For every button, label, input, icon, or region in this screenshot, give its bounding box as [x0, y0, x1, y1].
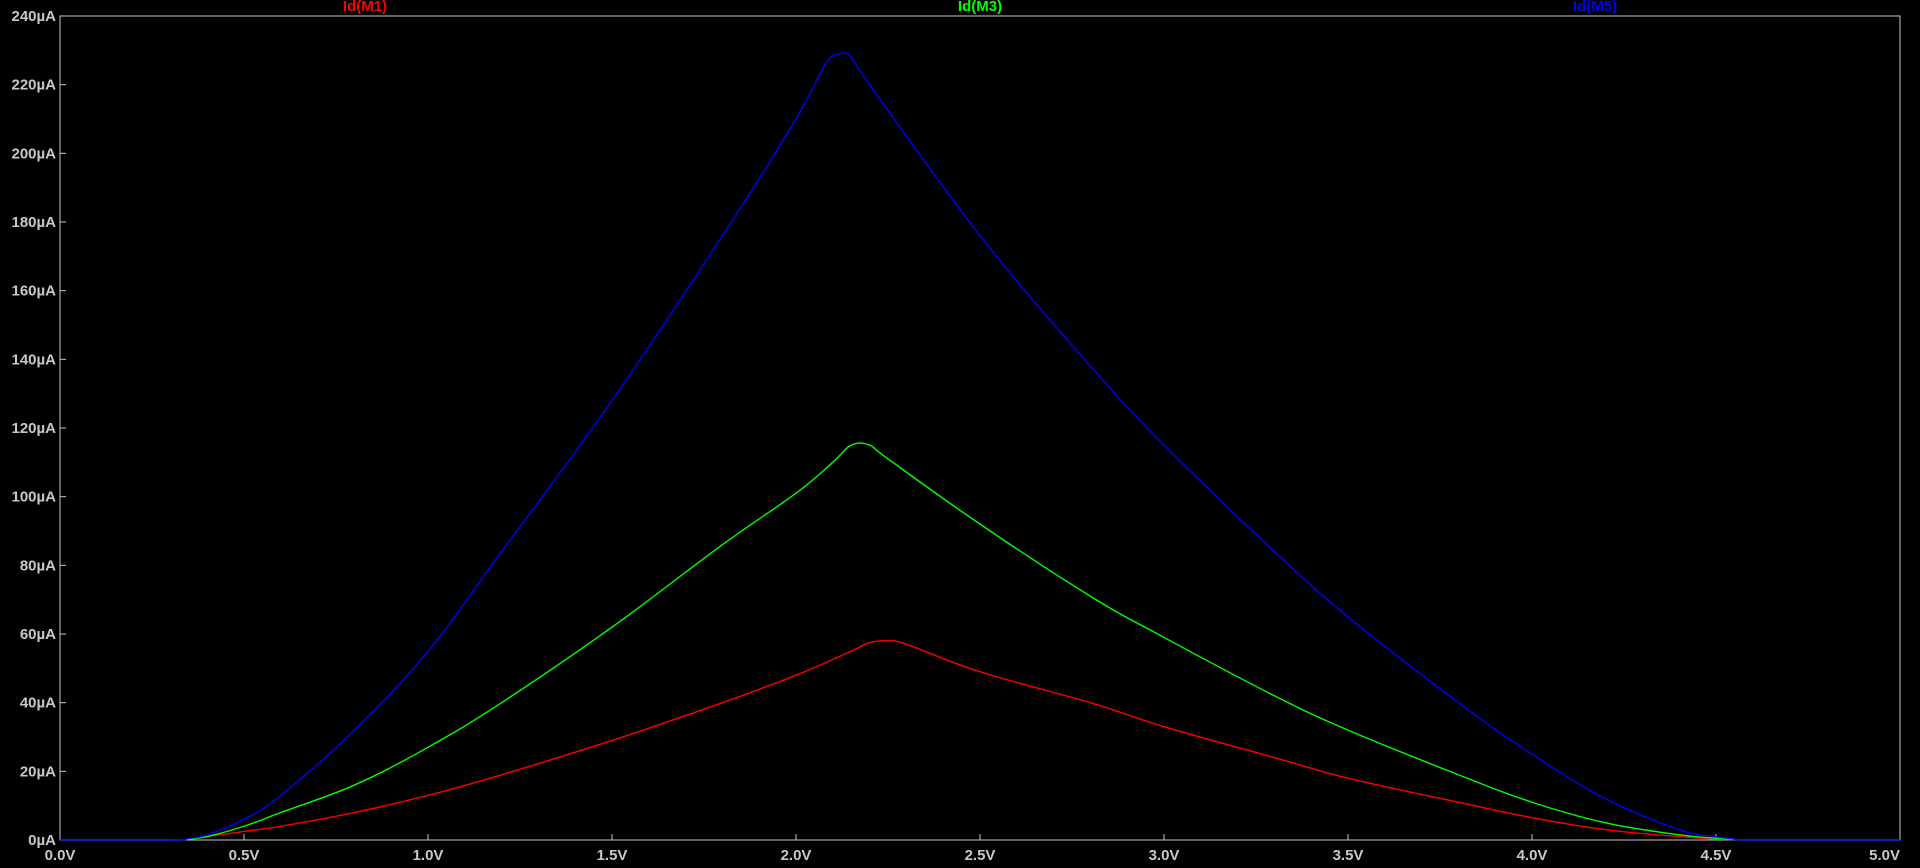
trace-line-id-m1	[59, 639, 1900, 841]
trace-name-label[interactable]: Id(M1)	[343, 0, 387, 15]
x-tick-label: 2.5V	[965, 847, 996, 864]
trace-name-label[interactable]: Id(M3)	[958, 0, 1002, 15]
y-tick-label: 220µA	[11, 77, 56, 94]
x-tick-label: 3.5V	[1333, 847, 1364, 864]
x-tick-label: 3.0V	[1149, 847, 1180, 864]
x-tick-label: 2.0V	[781, 847, 812, 864]
y-axis-ticks: 0µA 20µA 40µA 60µA 80µA 100µA 120µA 140µA 160µA 1…	[11, 8, 66, 849]
y-tick-label: 180µA	[11, 214, 56, 231]
x-tick-label: 1.0V	[413, 847, 444, 864]
x-axis-ticks: 0.0V 0.5V 1.0V 1.5V 2.0V 2.5V 3.0V 3.5V 4.0V 4.5V…	[45, 834, 1901, 864]
y-tick-label: 0µA	[28, 832, 56, 849]
y-tick-label: 240µA	[11, 8, 56, 25]
y-tick-label: 200µA	[11, 145, 56, 162]
x-tick-label: 0.0V	[45, 847, 76, 864]
plot-area	[59, 15, 1901, 841]
y-tick-label: 80µA	[20, 557, 56, 574]
y-tick-label: 60µA	[20, 626, 56, 643]
trace-labels: Id(M1) Id(M3) Id(M5)	[343, 0, 1617, 15]
x-tick-label: 4.5V	[1701, 847, 1732, 864]
trace-line-id-m5	[59, 52, 1900, 841]
trace-line-id-m3	[59, 442, 1900, 841]
y-tick-label: 160µA	[11, 283, 56, 300]
y-tick-label: 100µA	[11, 489, 56, 506]
x-tick-label: 0.5V	[229, 847, 260, 864]
y-tick-label: 140µA	[11, 351, 56, 368]
x-tick-label: 5.0V	[1869, 847, 1900, 864]
y-tick-label: 120µA	[11, 420, 56, 437]
x-tick-label: 4.0V	[1517, 847, 1548, 864]
trace-name-label[interactable]: Id(M5)	[1573, 0, 1617, 15]
y-tick-label: 40µA	[20, 695, 56, 712]
traces	[59, 52, 1900, 841]
x-tick-label: 1.5V	[597, 847, 628, 864]
y-tick-label: 20µA	[20, 763, 56, 780]
